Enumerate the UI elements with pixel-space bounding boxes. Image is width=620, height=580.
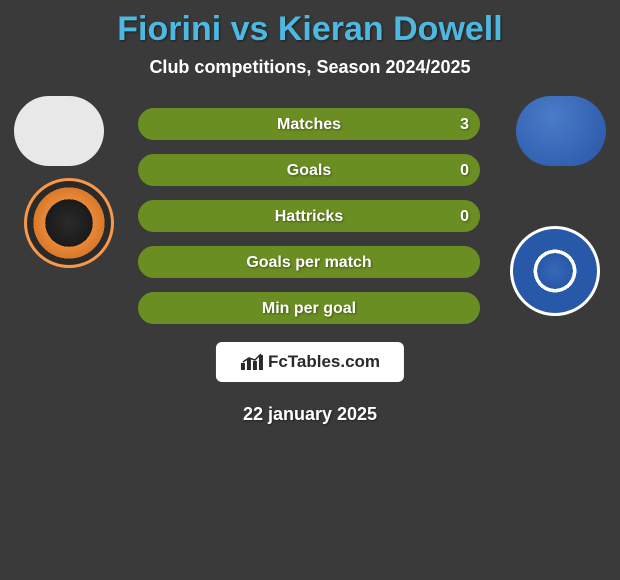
stat-row-hattricks: Hattricks 0	[138, 200, 480, 232]
club2-logo	[510, 226, 600, 316]
stat-value: 3	[460, 109, 469, 141]
comparison-title: Fiorini vs Kieran Dowell	[0, 0, 620, 49]
stat-row-goals-per-match: Goals per match	[138, 246, 480, 278]
stat-row-goals: Goals 0	[138, 154, 480, 186]
watermark-badge: FcTables.com	[216, 342, 404, 382]
stat-label: Goals per match	[139, 247, 479, 279]
stat-label: Matches	[139, 109, 479, 141]
stat-value: 0	[460, 201, 469, 233]
player1-photo	[14, 96, 104, 166]
stat-row-min-per-goal: Min per goal	[138, 292, 480, 324]
stat-value: 0	[460, 155, 469, 187]
stat-row-matches: Matches 3	[138, 108, 480, 140]
watermark-text: FcTables.com	[268, 352, 380, 372]
stat-label: Hattricks	[139, 201, 479, 233]
player2-photo	[516, 96, 606, 166]
chart-icon	[240, 353, 264, 371]
club1-logo	[24, 178, 114, 268]
snapshot-date: 22 january 2025	[0, 404, 620, 425]
stat-label: Min per goal	[139, 293, 479, 325]
stats-bars: Matches 3 Goals 0 Hattricks 0 Goals per …	[138, 108, 480, 338]
stat-label: Goals	[139, 155, 479, 187]
comparison-subtitle: Club competitions, Season 2024/2025	[0, 57, 620, 78]
